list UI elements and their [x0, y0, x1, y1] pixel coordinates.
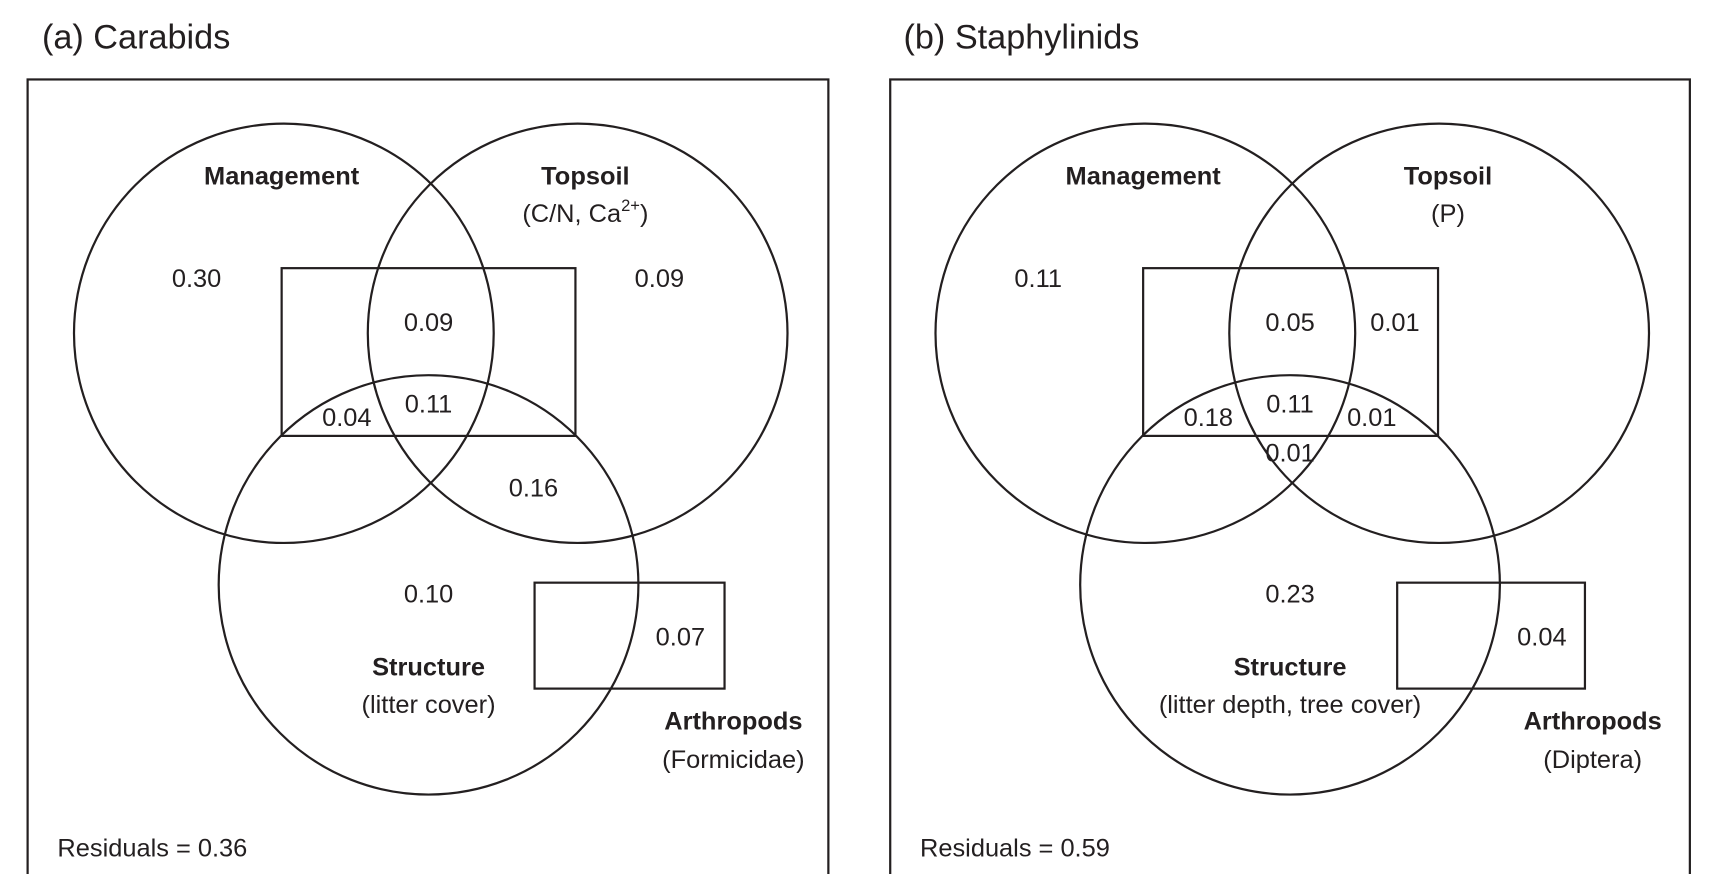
panel-frame [889, 78, 1691, 874]
value-topsoil-structure-rect: 0.01 [1347, 404, 1396, 432]
arthropods-label: Arthropods [664, 707, 802, 735]
residuals-label: Residuals = 0.36 [57, 834, 247, 862]
management-label: Management [1066, 162, 1222, 190]
management-circle [72, 122, 495, 545]
value-mgmt-structure: 0.04 [322, 404, 371, 432]
value-structure-only: 0.23 [1265, 581, 1314, 609]
topsoil-label: Topsoil [1404, 162, 1492, 190]
topsoil-circle [1228, 122, 1651, 545]
arthropods-rectangle [1396, 581, 1587, 690]
structure-sublabel: (litter depth, tree cover) [1159, 691, 1421, 719]
topsoil-circle [366, 122, 789, 545]
value-mgmt-topsoil: 0.05 [1265, 309, 1314, 337]
residuals-label: Residuals = 0.59 [920, 834, 1110, 862]
topsoil-sublabel: (C/N, Ca2+) [522, 196, 648, 228]
structure-circle [217, 374, 640, 796]
panel-title: (b) Staphylinids [903, 19, 1139, 57]
topsoil-sublabel: (P) [1431, 200, 1465, 228]
value-all-three-low: 0.01 [1265, 439, 1314, 467]
panel-frame [26, 78, 830, 874]
arthropods-sublabel: (Formicidae) [662, 746, 804, 774]
inner-rectangle [1142, 267, 1440, 437]
management-label: Management [204, 162, 360, 190]
structure-label: Structure [372, 653, 485, 681]
value-topsoil-only: 0.09 [635, 265, 684, 293]
structure-sublabel: (litter cover) [362, 691, 496, 719]
value-mgmt-structure: 0.18 [1184, 404, 1233, 432]
structure-circle [1079, 374, 1501, 796]
value-structure-only: 0.10 [404, 581, 453, 609]
arthropods-label: Arthropods [1524, 707, 1662, 735]
value-mgmt-topsoil: 0.09 [404, 309, 453, 337]
value-all-three: 0.11 [1266, 391, 1314, 419]
value-topsoil-rect: 0.01 [1370, 309, 1419, 337]
value-management-only: 0.30 [172, 265, 221, 293]
value-management-only: 0.11 [1014, 265, 1062, 293]
structure-label: Structure [1234, 653, 1347, 681]
panel-a: (a) Carabids Management Topsoil (C/N, Ca… [26, 19, 830, 874]
value-topsoil-structure: 0.16 [509, 475, 558, 503]
inner-rectangle [280, 267, 577, 437]
panel-b: (b) Staphylinids Management Topsoil (P) … [889, 19, 1691, 874]
value-structure-arthropods: 0.07 [656, 624, 705, 652]
value-structure-arthropods: 0.04 [1517, 624, 1566, 652]
management-circle [934, 122, 1357, 545]
value-all-three: 0.11 [405, 391, 453, 419]
panel-title: (a) Carabids [42, 19, 230, 57]
topsoil-label: Topsoil [541, 162, 629, 190]
arthropods-sublabel: (Diptera) [1543, 746, 1642, 774]
arthropods-rectangle [533, 581, 726, 690]
